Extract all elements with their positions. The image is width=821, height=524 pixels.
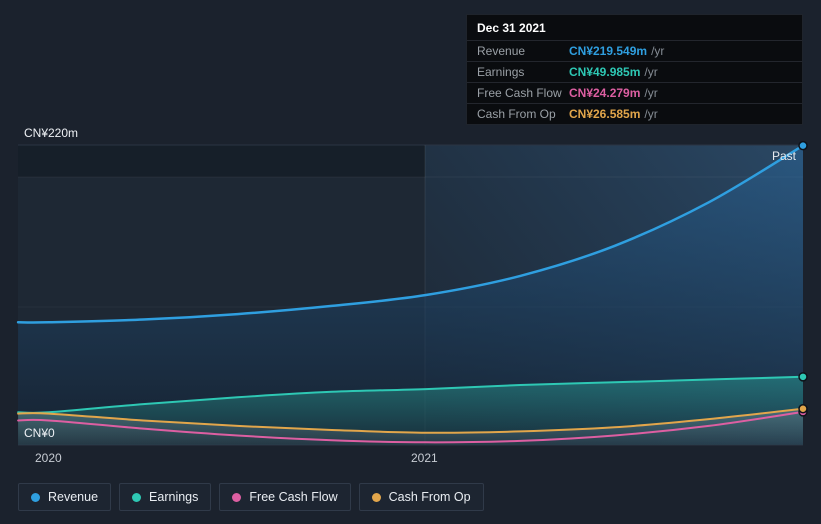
legend: Revenue Earnings Free Cash Flow Cash Fro… bbox=[18, 483, 484, 511]
earnings-end-marker bbox=[798, 372, 808, 382]
y-axis-max-label: CN¥220m bbox=[24, 126, 79, 140]
top-left-band bbox=[18, 145, 425, 177]
legend-item-earnings[interactable]: Earnings bbox=[119, 483, 212, 511]
revenue-dot-icon bbox=[31, 492, 40, 502]
tooltip-value: CN¥26.585m bbox=[569, 107, 641, 121]
free-cash-flow-line bbox=[17, 410, 804, 444]
tooltip-value: CN¥24.279m bbox=[569, 86, 641, 100]
tooltip-unit: /yr bbox=[644, 86, 658, 100]
tooltip-title: Dec 31 2021 bbox=[477, 21, 546, 35]
tooltip-unit: /yr bbox=[644, 107, 658, 121]
legend-item-cash-from-op[interactable]: Cash From Op bbox=[358, 483, 484, 511]
tooltip-row-revenue: Revenue CN¥219.549m /yr bbox=[467, 40, 802, 61]
y-axis-zero-label: CN¥0 bbox=[24, 426, 55, 440]
legend-item-revenue[interactable]: Revenue bbox=[18, 483, 112, 511]
cash-from-op-line bbox=[17, 407, 804, 434]
series-layer bbox=[16, 140, 808, 445]
tooltip-value: CN¥49.985m bbox=[569, 65, 641, 79]
tooltip-row-cash-from-op: Cash From Op CN¥26.585m /yr bbox=[467, 103, 802, 124]
tooltip-label: Free Cash Flow bbox=[477, 86, 562, 100]
legend-item-free-cash-flow[interactable]: Free Cash Flow bbox=[219, 483, 351, 511]
legend-label: Free Cash Flow bbox=[249, 490, 338, 504]
legend-label: Cash From Op bbox=[388, 490, 471, 504]
free-cash-flow-dot-icon bbox=[232, 492, 242, 502]
revenue-end-marker bbox=[798, 140, 808, 151]
legend-label: Revenue bbox=[48, 490, 99, 504]
earnings-dot-icon bbox=[132, 492, 142, 502]
tooltip-label: Revenue bbox=[477, 44, 526, 58]
tooltip-label: Cash From Op bbox=[477, 107, 556, 121]
tooltip-value: CN¥219.549m bbox=[569, 44, 648, 58]
tooltip-row-free-cash-flow: Free Cash Flow CN¥24.279m /yr bbox=[467, 82, 802, 103]
cash-from-op-dot-icon bbox=[371, 492, 381, 502]
past-label: Past bbox=[772, 149, 797, 163]
tooltip-unit: /yr bbox=[651, 44, 665, 58]
revenue-area bbox=[18, 145, 804, 445]
legend-label: Earnings bbox=[149, 490, 199, 504]
tooltip-row-earnings: Earnings CN¥49.985m /yr bbox=[467, 61, 802, 82]
tooltip: Dec 31 2021 Revenue CN¥219.549m /yr Earn… bbox=[466, 14, 803, 125]
tooltip-unit: /yr bbox=[644, 65, 658, 79]
revenue-line bbox=[16, 144, 805, 324]
x-tick-2020: 2020 bbox=[35, 451, 62, 465]
cash-from-op-end-marker bbox=[798, 403, 808, 414]
x-tick-2021: 2021 bbox=[411, 451, 438, 465]
tooltip-label: Earnings bbox=[477, 65, 525, 79]
earnings-line bbox=[17, 375, 804, 414]
